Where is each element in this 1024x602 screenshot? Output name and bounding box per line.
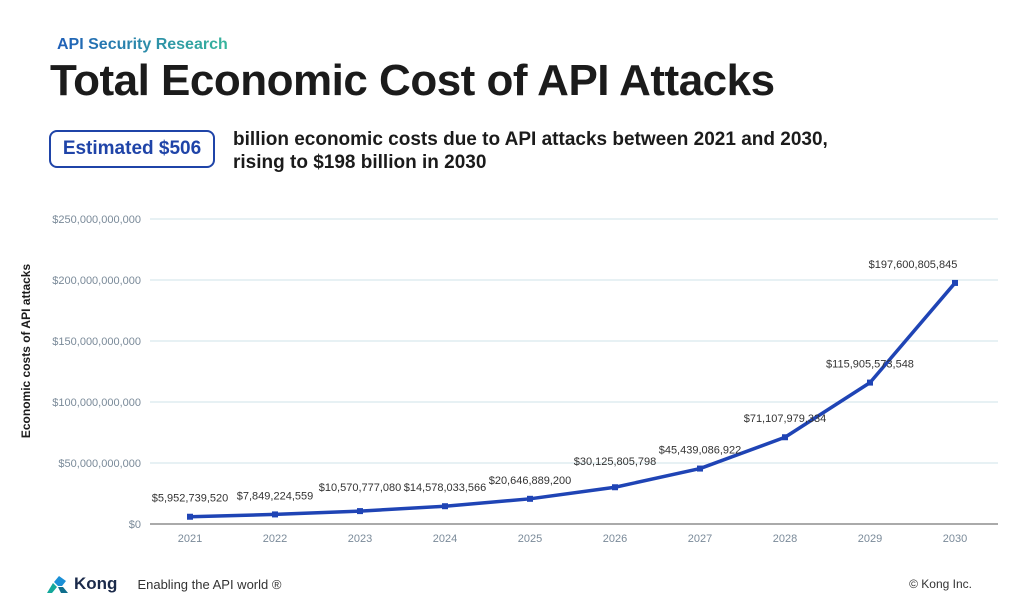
subtitle-line-1: billion economic costs due to API attack… — [233, 129, 828, 150]
data-label: $30,125,805,798 — [574, 456, 657, 468]
data-point — [357, 508, 363, 515]
footer-brand: Kong Enabling the API world ® — [44, 573, 281, 595]
data-point — [612, 484, 618, 491]
x-axis: 2021 2022 2023 2024 2025 2026 2027 2028 2029 2030 — [150, 523, 998, 545]
estimate-badge: Estimated $506 — [49, 130, 215, 168]
data-label: $7,849,224,559 — [237, 490, 313, 502]
x-tick-label: 2024 — [433, 533, 457, 545]
data-point — [187, 513, 193, 520]
data-label: $115,905,573,548 — [826, 359, 914, 371]
x-tick-label: 2021 — [178, 533, 202, 545]
x-tick-label: 2027 — [688, 533, 712, 545]
series-line-group — [187, 279, 958, 520]
y-tick-labels: $0 $50,000,000,000 $100,000,000,000 $150,00… — [52, 214, 141, 531]
kong-logo-icon — [47, 576, 68, 593]
data-point — [442, 503, 448, 510]
tagline: Enabling the API world ® — [137, 576, 282, 592]
kicker-label: API Security Research — [57, 36, 228, 53]
data-point — [697, 465, 703, 472]
y-tick-label: $50,000,000,000 — [58, 458, 141, 470]
gridlines — [150, 218, 998, 464]
y-tick-label: $100,000,000,000 — [52, 397, 141, 409]
brand-name: Kong — [74, 574, 118, 593]
data-point — [782, 434, 788, 441]
data-label: $20,646,889,200 — [489, 475, 572, 487]
x-tick-label: 2030 — [943, 533, 967, 545]
series-line — [188, 281, 957, 519]
x-tick-label: 2023 — [348, 533, 372, 545]
copyright: © Kong Inc. — [909, 577, 972, 591]
y-tick-label: $0 — [129, 519, 141, 531]
data-point — [867, 379, 873, 386]
x-tick-label: 2028 — [773, 533, 797, 545]
y-tick-label: $200,000,000,000 — [52, 275, 141, 287]
data-label: $14,578,033,566 — [404, 482, 487, 494]
x-tick-label: 2022 — [263, 533, 287, 545]
subtitle-line-2: rising to $198 billion in 2030 — [233, 152, 487, 173]
data-label: $5,952,739,520 — [152, 493, 228, 505]
data-point — [527, 495, 533, 502]
y-tick-label: $150,000,000,000 — [52, 336, 141, 348]
data-point — [272, 511, 278, 518]
data-labels: $5,952,739,520 $7,849,224,559 $10,570,777,… — [152, 259, 958, 505]
data-point — [952, 279, 958, 286]
x-tick-label: 2026 — [603, 533, 627, 545]
y-tick-label: $250,000,000,000 — [52, 214, 141, 226]
data-label: $71,107,979,334 — [744, 413, 827, 425]
subtitle: billion economic costs due to API attack… — [233, 128, 933, 174]
data-label: $10,570,777,080 — [319, 482, 402, 494]
data-label: $197,600,805,845 — [869, 259, 958, 271]
x-tick-label: 2025 — [518, 533, 542, 545]
x-tick-label: 2029 — [858, 533, 882, 545]
page-title: Total Economic Cost of API Attacks — [50, 56, 775, 105]
data-label: $45,439,086,922 — [659, 445, 742, 457]
